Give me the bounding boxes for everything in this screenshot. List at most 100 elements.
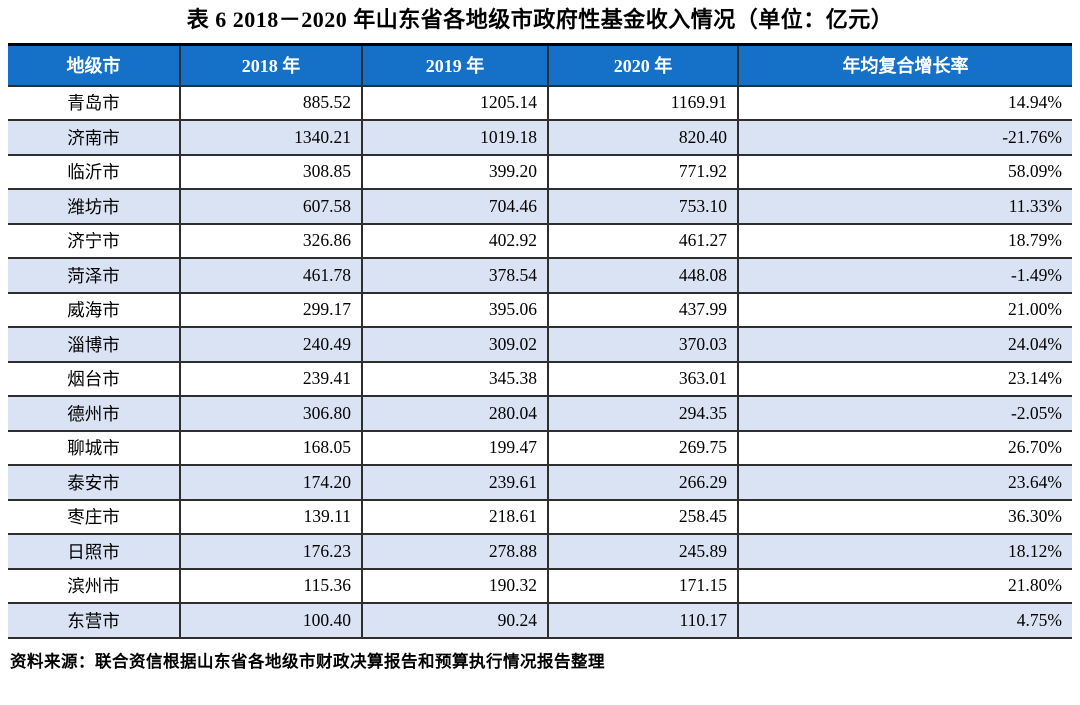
value-cell: 245.89 [547, 534, 738, 570]
table-row: 枣庄市 139.11 218.61 258.45 36.30% [8, 499, 1072, 535]
city-cell: 滨州市 [8, 568, 180, 604]
value-cell: 24.04% [737, 327, 1072, 363]
city-cell: 泰安市 [8, 465, 180, 501]
value-cell: 266.29 [547, 465, 738, 501]
value-cell: 174.20 [179, 465, 362, 501]
value-cell: 378.54 [361, 258, 548, 294]
value-cell: 448.08 [547, 258, 738, 294]
city-cell: 潍坊市 [8, 189, 180, 225]
value-cell: 239.61 [361, 465, 548, 501]
value-cell: 399.20 [361, 154, 548, 190]
city-cell: 青岛市 [8, 85, 180, 121]
value-cell: 4.75% [737, 603, 1072, 639]
city-cell: 济宁市 [8, 223, 180, 259]
table-row: 泰安市 174.20 239.61 266.29 23.64% [8, 465, 1072, 501]
value-cell: -21.76% [737, 120, 1072, 156]
value-cell: 258.45 [547, 499, 738, 535]
value-cell: 437.99 [547, 292, 738, 328]
value-cell: -1.49% [737, 258, 1072, 294]
value-cell: 704.46 [361, 189, 548, 225]
value-cell: 11.33% [737, 189, 1072, 225]
column-header-city: 地级市 [8, 43, 180, 87]
value-cell: 90.24 [361, 603, 548, 639]
table-row: 潍坊市 607.58 704.46 753.10 11.33% [8, 189, 1072, 225]
value-cell: 14.94% [737, 85, 1072, 121]
value-cell: 607.58 [179, 189, 362, 225]
value-cell: 885.52 [179, 85, 362, 121]
value-cell: 753.10 [547, 189, 738, 225]
value-cell: 278.88 [361, 534, 548, 570]
table-row: 东营市 100.40 90.24 110.17 4.75% [8, 603, 1072, 639]
value-cell: 395.06 [361, 292, 548, 328]
city-cell: 枣庄市 [8, 499, 180, 535]
value-cell: 308.85 [179, 154, 362, 190]
fund-income-table: 地级市 2018 年 2019 年 2020 年 年均复合增长率 青岛市 885.… [8, 43, 1072, 639]
table-row: 青岛市 885.52 1205.14 1169.91 14.94% [8, 85, 1072, 121]
value-cell: 36.30% [737, 499, 1072, 535]
table-row: 济宁市 326.86 402.92 461.27 18.79% [8, 223, 1072, 259]
value-cell: 326.86 [179, 223, 362, 259]
value-cell: 269.75 [547, 430, 738, 466]
value-cell: -2.05% [737, 396, 1072, 432]
column-header-2019: 2019 年 [361, 43, 548, 87]
column-header-cagr: 年均复合增长率 [737, 43, 1072, 87]
table-row: 淄博市 240.49 309.02 370.03 24.04% [8, 327, 1072, 363]
table-body: 青岛市 885.52 1205.14 1169.91 14.94% 济南市 1340.21 1… [8, 85, 1072, 639]
value-cell: 363.01 [547, 361, 738, 397]
value-cell: 309.02 [361, 327, 548, 363]
column-header-2020: 2020 年 [547, 43, 738, 87]
city-cell: 东营市 [8, 603, 180, 639]
value-cell: 190.32 [361, 568, 548, 604]
table-row: 聊城市 168.05 199.47 269.75 26.70% [8, 430, 1072, 466]
value-cell: 26.70% [737, 430, 1072, 466]
city-cell: 威海市 [8, 292, 180, 328]
value-cell: 21.80% [737, 568, 1072, 604]
table-row: 日照市 176.23 278.88 245.89 18.12% [8, 534, 1072, 570]
city-cell: 德州市 [8, 396, 180, 432]
value-cell: 370.03 [547, 327, 738, 363]
table-row: 菏泽市 461.78 378.54 448.08 -1.49% [8, 258, 1072, 294]
value-cell: 100.40 [179, 603, 362, 639]
value-cell: 280.04 [361, 396, 548, 432]
value-cell: 139.11 [179, 499, 362, 535]
city-cell: 济南市 [8, 120, 180, 156]
value-cell: 171.15 [547, 568, 738, 604]
value-cell: 18.12% [737, 534, 1072, 570]
table-header: 地级市 2018 年 2019 年 2020 年 年均复合增长率 [8, 43, 1072, 87]
value-cell: 199.47 [361, 430, 548, 466]
value-cell: 294.35 [547, 396, 738, 432]
value-cell: 21.00% [737, 292, 1072, 328]
value-cell: 176.23 [179, 534, 362, 570]
value-cell: 299.17 [179, 292, 362, 328]
value-cell: 1019.18 [361, 120, 548, 156]
value-cell: 820.40 [547, 120, 738, 156]
city-cell: 淄博市 [8, 327, 180, 363]
table-row: 烟台市 239.41 345.38 363.01 23.14% [8, 361, 1072, 397]
city-cell: 日照市 [8, 534, 180, 570]
value-cell: 461.27 [547, 223, 738, 259]
value-cell: 18.79% [737, 223, 1072, 259]
value-cell: 23.14% [737, 361, 1072, 397]
city-cell: 聊城市 [8, 430, 180, 466]
value-cell: 771.92 [547, 154, 738, 190]
table-row: 德州市 306.80 280.04 294.35 -2.05% [8, 396, 1072, 432]
table-row: 威海市 299.17 395.06 437.99 21.00% [8, 292, 1072, 328]
value-cell: 218.61 [361, 499, 548, 535]
value-cell: 461.78 [179, 258, 362, 294]
value-cell: 1340.21 [179, 120, 362, 156]
value-cell: 23.64% [737, 465, 1072, 501]
value-cell: 240.49 [179, 327, 362, 363]
column-header-2018: 2018 年 [179, 43, 362, 87]
value-cell: 1205.14 [361, 85, 548, 121]
table-row: 滨州市 115.36 190.32 171.15 21.80% [8, 568, 1072, 604]
value-cell: 306.80 [179, 396, 362, 432]
city-cell: 烟台市 [8, 361, 180, 397]
city-cell: 临沂市 [8, 154, 180, 190]
value-cell: 239.41 [179, 361, 362, 397]
city-cell: 菏泽市 [8, 258, 180, 294]
table-row: 临沂市 308.85 399.20 771.92 58.09% [8, 154, 1072, 190]
table-title: 表 6 2018－2020 年山东省各地级市政府性基金收入情况（单位：亿元） [186, 7, 894, 32]
value-cell: 168.05 [179, 430, 362, 466]
source-note: 资料来源：联合资信根据山东省各地级市财政决算报告和预算执行情况报告整理 [10, 651, 605, 671]
